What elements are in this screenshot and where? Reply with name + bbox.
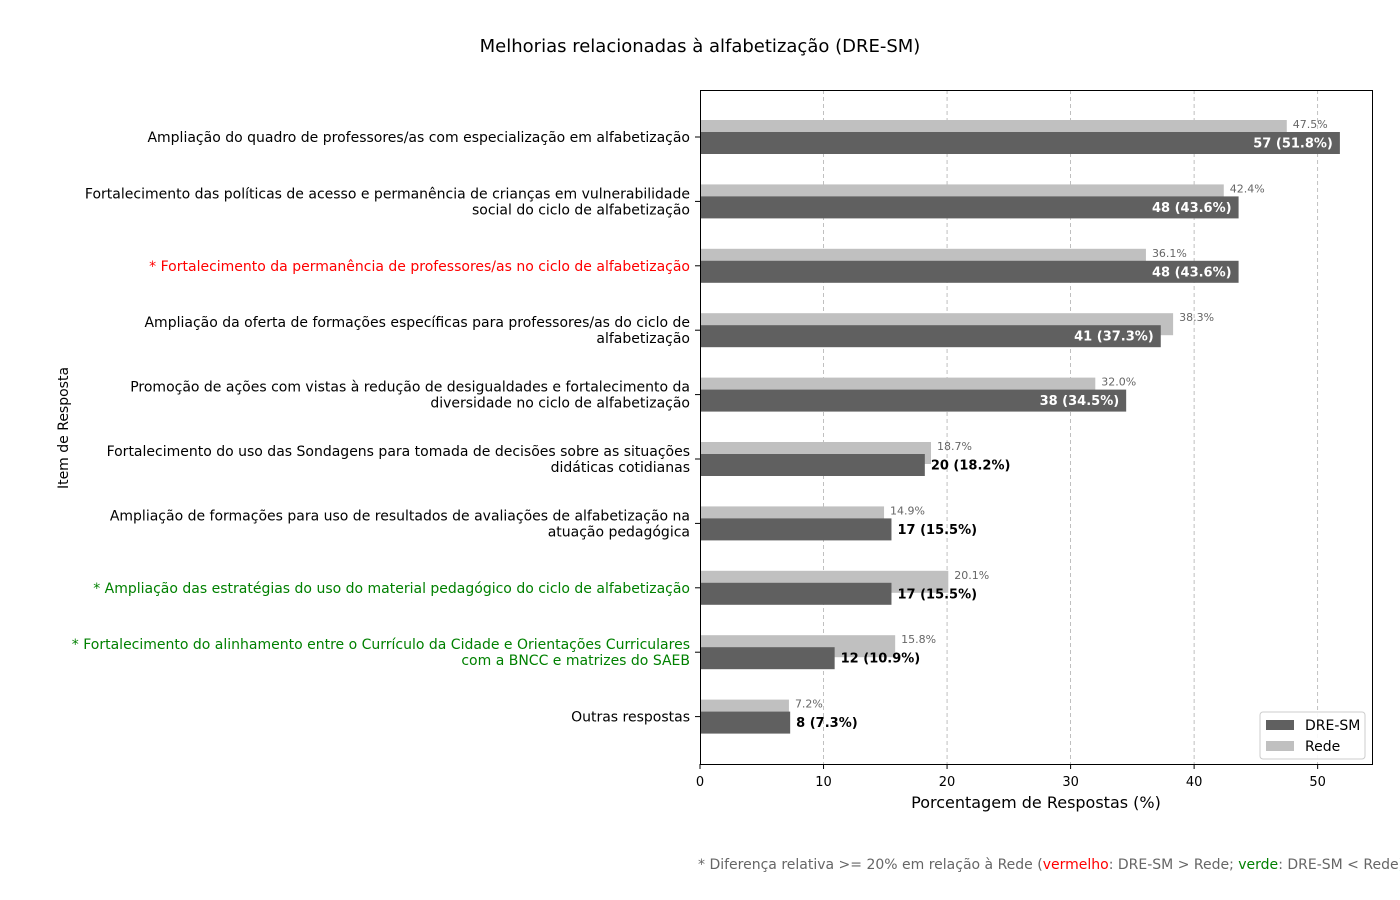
- legend-label: DRE-SM: [1305, 718, 1360, 734]
- bar-label-rede: 15.8%: [901, 633, 936, 646]
- category-label-line: social do ciclo de alfabetização: [472, 202, 690, 218]
- footnote: * Diferença relativa >= 20% em relação à…: [698, 857, 1400, 873]
- bar-dre-sm: [700, 582, 892, 605]
- x-tick-label: 50: [1309, 775, 1326, 790]
- bar-label-rede: 7.2%: [795, 698, 823, 711]
- y-axis-label: Item de Resposta: [56, 367, 72, 489]
- bar-dre-sm: [700, 196, 1239, 219]
- bar-label-dre-sm: 48 (43.6%): [1152, 265, 1232, 280]
- category-label-line: com a BNCC e matrizes do SAEB: [461, 653, 690, 669]
- category-label: Ampliação da oferta de formações específ…: [144, 315, 690, 347]
- category-label: Fortalecimento das políticas de acesso e…: [85, 186, 690, 218]
- x-tick-label: 0: [696, 775, 704, 790]
- bar-dre-sm: [700, 132, 1340, 154]
- plot-frame: [700, 90, 1373, 765]
- bar-label-rede: 47.5%: [1293, 118, 1328, 131]
- category-label-line: Ampliação de formações para uso de resul…: [110, 508, 690, 524]
- bar-label-dre-sm: 20 (18.2%): [931, 459, 1011, 474]
- category-label-line: * Fortalecimento da permanência de profe…: [149, 259, 690, 275]
- bar-dre-sm: [700, 647, 835, 670]
- legend-label: Rede: [1305, 739, 1340, 755]
- bar-dre-sm: [700, 389, 1127, 412]
- bar-label-dre-sm: 17 (15.5%): [897, 523, 977, 538]
- footnote-green-word: verde: [1238, 857, 1279, 873]
- category-label-line: diversidade no ciclo de alfabetização: [430, 396, 690, 412]
- category-label: Promoção de ações com vistas à redução d…: [130, 380, 690, 412]
- bar-label-rede: 38.3%: [1179, 311, 1214, 324]
- bar-label-dre-sm: 38 (34.5%): [1040, 394, 1120, 409]
- category-label-line: Fortalecimento das políticas de acesso e…: [85, 186, 690, 202]
- bar-dre-sm: [700, 325, 1161, 348]
- bar-label-dre-sm: 57 (51.8%): [1253, 137, 1333, 152]
- footnote-suffix: : DRE-SM < Rede): [1278, 857, 1400, 873]
- bar-dre-sm: [700, 711, 791, 734]
- bar-label-dre-sm: 12 (10.9%): [841, 652, 921, 667]
- bar-label-rede: 32.0%: [1101, 376, 1136, 389]
- x-tick-label: 10: [815, 775, 832, 790]
- legend-swatch: [1266, 741, 1294, 751]
- x-axis-label: Porcentagem de Respostas (%): [911, 793, 1161, 812]
- bar-dre-sm: [700, 454, 925, 476]
- x-tick-label: 40: [1186, 775, 1203, 790]
- category-label-line: atuação pedagógica: [548, 524, 690, 540]
- category-label: Ampliação de formações para uso de resul…: [110, 508, 690, 540]
- bars: [700, 120, 1340, 734]
- x-ticks: 0 10 20 30 40 50: [696, 764, 1326, 790]
- category-label-line: Ampliação do quadro de professores/as co…: [147, 130, 690, 146]
- bar-label-dre-sm: 8 (7.3%): [796, 716, 858, 731]
- footnote-prefix: * Diferença relativa >= 20% em relação à…: [698, 857, 1043, 873]
- category-label-line: Fortalecimento do uso das Sondagens para…: [107, 444, 690, 460]
- bar-label-dre-sm: 48 (43.6%): [1152, 201, 1232, 216]
- bar-dre-sm: [700, 260, 1239, 283]
- bar-labels: 47.5% 57 (51.8%) 42.4% 48 (43.6%) 36.1% 48 (4…: [795, 118, 1333, 731]
- footnote-red-word: vermelho: [1042, 857, 1109, 873]
- category-label-line: Promoção de ações com vistas à redução d…: [130, 380, 690, 396]
- bar-label-rede: 20.1%: [954, 569, 989, 582]
- category-label: Ampliação do quadro de professores/as co…: [147, 130, 690, 146]
- category-label-line: Ampliação da oferta de formações específ…: [144, 315, 690, 331]
- bar-label-dre-sm: 17 (15.5%): [897, 587, 977, 602]
- category-label: * Fortalecimento do alinhamento entre o …: [72, 637, 690, 669]
- category-label: * Ampliação das estratégias do uso do ma…: [93, 581, 690, 597]
- category-label-line: alfabetização: [596, 331, 690, 347]
- bar-label-rede: 36.1%: [1152, 247, 1187, 260]
- x-tick-label: 30: [1062, 775, 1079, 790]
- category-label: Outras respostas: [571, 710, 690, 726]
- category-label: Fortalecimento do uso das Sondagens para…: [107, 444, 690, 476]
- bar-label-dre-sm: 41 (37.3%): [1074, 330, 1154, 345]
- category-label-line: didáticas cotidianas: [551, 460, 690, 476]
- x-tick-label: 20: [939, 775, 956, 790]
- category-label-line: * Ampliação das estratégias do uso do ma…: [93, 581, 690, 597]
- chart-title: Melhorias relacionadas à alfabetização (…: [480, 36, 921, 57]
- category-labels: Ampliação do quadro de professores/as co…: [72, 130, 700, 726]
- bar-label-rede: 42.4%: [1230, 182, 1265, 195]
- category-label-line: Outras respostas: [571, 710, 690, 726]
- category-label: * Fortalecimento da permanência de profe…: [149, 259, 690, 275]
- legend: DRE-SM Rede: [1259, 711, 1366, 760]
- bar-label-rede: 14.9%: [890, 504, 925, 517]
- category-label-line: * Fortalecimento do alinhamento entre o …: [72, 637, 690, 653]
- bar-dre-sm: [700, 518, 892, 541]
- legend-swatch: [1266, 720, 1294, 730]
- footnote-middle: : DRE-SM > Rede;: [1108, 857, 1239, 873]
- bar-label-rede: 18.7%: [937, 440, 972, 453]
